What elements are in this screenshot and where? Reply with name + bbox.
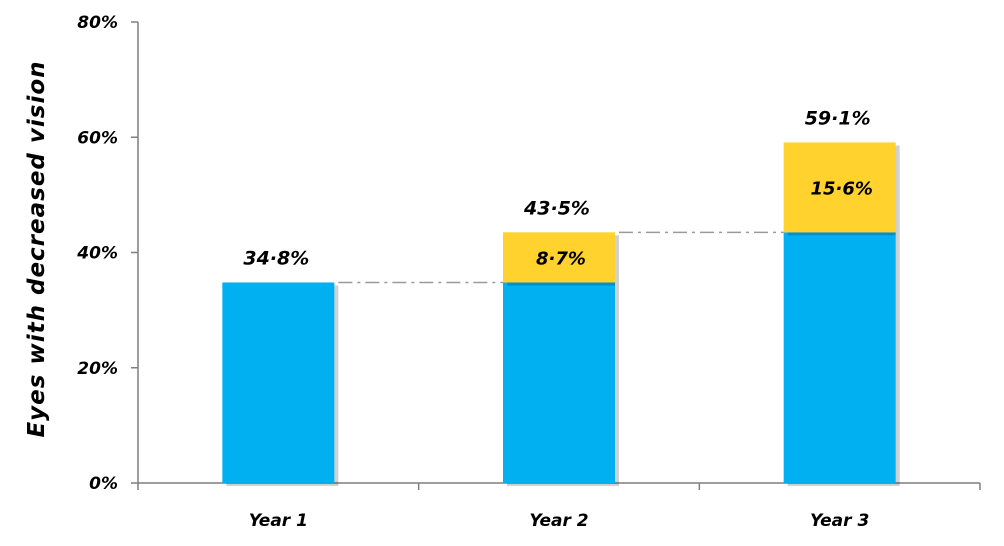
total-value-label: 34·8% — [243, 247, 309, 269]
bar-base-segment — [503, 282, 615, 483]
total-value-label: 43·5% — [523, 197, 590, 219]
bars — [222, 142, 900, 486]
x-tick-label: Year 1 — [249, 511, 308, 531]
y-tick-label: 80% — [77, 13, 118, 33]
data-labels: 34·8% 43·5% 8·7% 59·1% 15·6% — [243, 107, 873, 269]
increase-value-label: 8·7% — [536, 248, 586, 269]
y-tick-label: 0% — [89, 474, 118, 494]
bar-base-segment — [783, 232, 896, 483]
total-value-label: 59·1% — [805, 107, 871, 129]
bar-base-segment — [222, 282, 335, 483]
y-axis-title: Eyes with decreased vision — [24, 60, 50, 437]
y-tick-label: 20% — [77, 359, 118, 379]
y-tick-label: 60% — [77, 128, 118, 148]
x-tick-label: Year 3 — [810, 511, 869, 531]
increase-value-label: 15·6% — [810, 178, 872, 199]
connector-lines — [338, 231, 784, 284]
bar-increase-segment — [783, 142, 896, 233]
x-tick-label: Year 2 — [529, 511, 588, 531]
y-tick-label: 40% — [76, 244, 118, 264]
bar-increase-segment — [503, 232, 615, 283]
